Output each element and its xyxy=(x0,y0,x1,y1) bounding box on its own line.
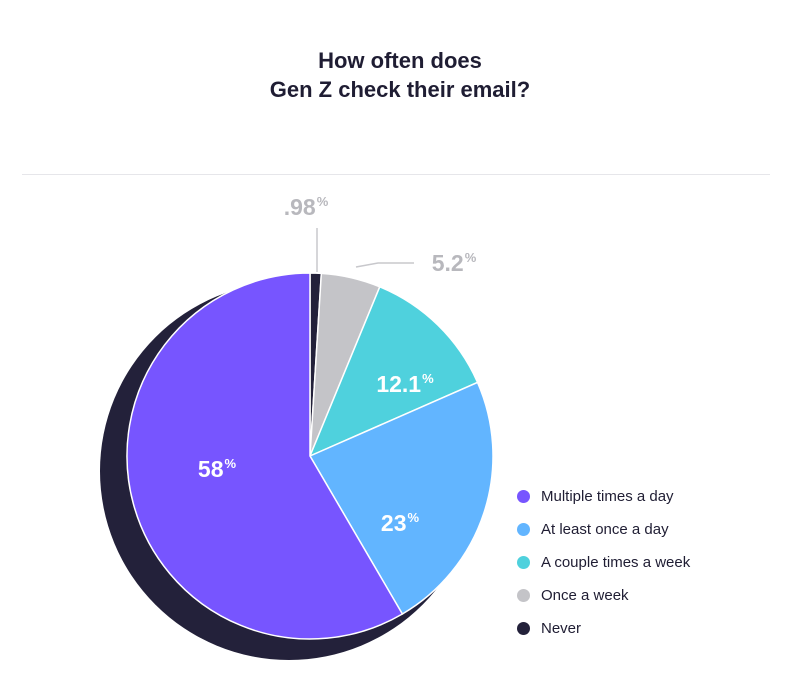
chart-title-line-1: How often does xyxy=(318,48,482,73)
legend-item-multiple-times-a-day: Multiple times a day xyxy=(517,480,690,513)
legend-label: At least once a day xyxy=(541,521,669,538)
slice-at-least-once-a-day xyxy=(308,381,494,616)
legend-label: Once a week xyxy=(541,587,629,604)
legend-swatch xyxy=(517,490,530,503)
legend-item-a-couple-times-a-week: A couple times a week xyxy=(517,546,690,579)
legend-swatch xyxy=(517,622,530,635)
chart-title-line-2: Gen Z check their email? xyxy=(269,77,531,102)
chart-title: How often does Gen Z check their email? xyxy=(0,46,800,104)
legend-swatch xyxy=(517,589,530,602)
slice-a-couple-times-a-week xyxy=(308,285,479,458)
legend-item-once-a-week: Once a week xyxy=(517,579,690,612)
slice-label-never: .98% xyxy=(284,194,329,220)
legend: Multiple times a day At least once a day A… xyxy=(517,480,690,645)
slice-multiple-times-a-day xyxy=(126,272,404,640)
legend-label: Multiple times a day xyxy=(541,488,674,505)
title-divider xyxy=(22,174,770,175)
leader-line-once-a-week xyxy=(355,262,414,268)
legend-item-never: Never xyxy=(517,612,690,645)
legend-label: Never xyxy=(541,620,582,637)
legend-swatch xyxy=(517,523,530,536)
legend-swatch xyxy=(517,556,530,569)
leader-lines xyxy=(316,228,414,272)
legend-item-at-least-once-a-day: At least once a day xyxy=(517,513,690,546)
pie-slices xyxy=(126,272,494,640)
legend-label: A couple times a week xyxy=(541,554,691,571)
slice-label-once-a-week: 5.2% xyxy=(432,250,477,276)
